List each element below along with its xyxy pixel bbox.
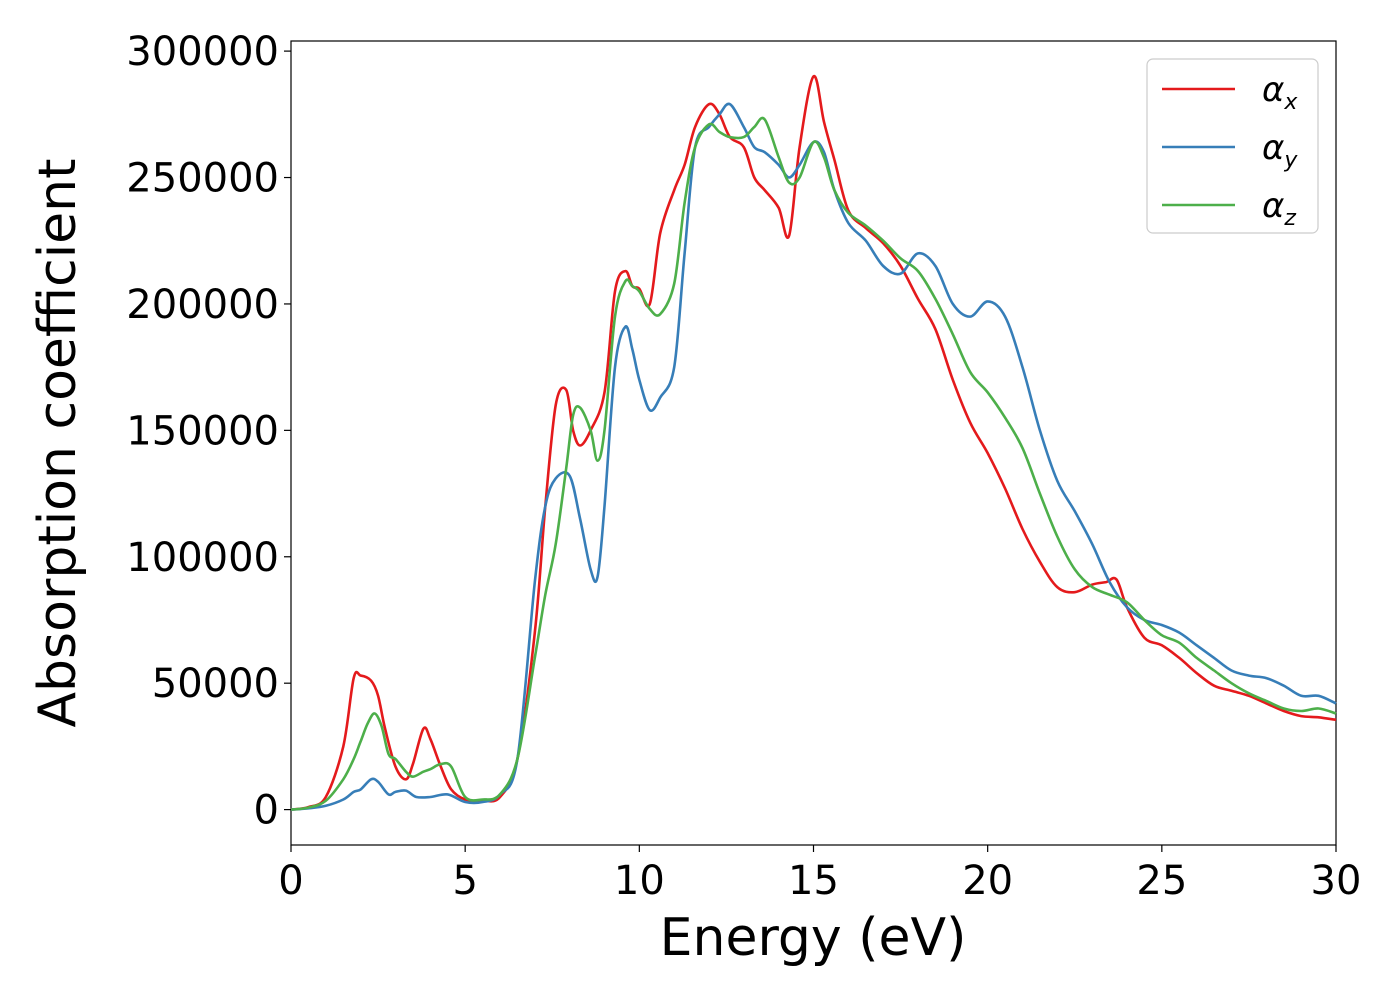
x-tick-label: 5 [452,858,477,904]
x-axis-label: Energy (eV) [660,908,967,968]
legend-label-alpha-z: αz [1262,186,1296,231]
series-line-alpha-z [290,116,1337,811]
y-tick-label: 100000 [126,535,279,581]
x-tick-label: 25 [1136,858,1187,904]
x-axis-ticks: 0 5 10 15 20 25 30 [278,845,1361,904]
y-tick-label: 150000 [126,408,279,454]
x-tick-label: 10 [614,858,665,904]
legend-subscript: z [1283,206,1296,231]
legend-subscript: y [1283,148,1298,173]
y-tick-label: 0 [254,788,279,834]
legend-subscript: x [1283,90,1298,115]
y-tick-label: 200000 [126,282,279,328]
y-tick-label: 50000 [152,661,279,707]
x-tick-label: 0 [278,858,303,904]
y-tick-label: 250000 [126,156,279,202]
y-tick-label: 300000 [126,29,279,75]
series-line-alpha-y [290,102,1337,811]
series-layer [290,75,1337,811]
y-axis-ticks: 0 50000 100000 150000 200000 250000 300000 [126,29,291,834]
x-tick-label: 30 [1311,858,1362,904]
x-tick-label: 20 [962,858,1013,904]
series-line-alpha-x [290,75,1337,811]
x-tick-label: 15 [788,858,839,904]
y-axis-label: Absorption coefficient [28,158,88,727]
